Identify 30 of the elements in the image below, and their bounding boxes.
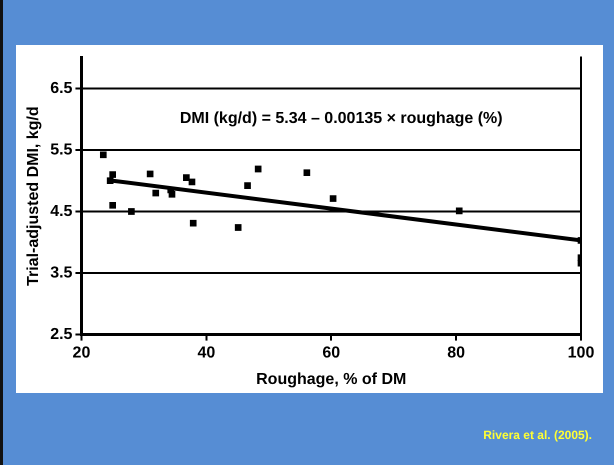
- x-tick-label: 40: [197, 344, 216, 362]
- point: [190, 220, 197, 227]
- y-axis-title: Trial-adjusted DMI, kg/d: [25, 106, 42, 286]
- annotation: DMI (kg/d) = 5.34 – 0.00135 × roughage (%): [180, 110, 503, 127]
- point: [128, 208, 135, 215]
- y-tick-label: 5.5: [50, 141, 73, 158]
- point: [234, 224, 242, 231]
- x-tick-label: 60: [322, 344, 340, 362]
- x-tick-label: 100: [568, 344, 594, 362]
- y-tick-label: 3.5: [50, 264, 73, 282]
- point: [100, 152, 107, 158]
- point: [244, 182, 251, 189]
- point: [183, 174, 190, 181]
- point: [152, 190, 160, 196]
- point: [330, 195, 336, 202]
- x-axis-title: Roughage, % of DM: [256, 370, 406, 388]
- point: [456, 208, 463, 214]
- point: [106, 177, 114, 184]
- y-tick-label: 2.5: [50, 326, 73, 344]
- y-tick-label: 6.5: [50, 80, 73, 97]
- point: [146, 170, 154, 178]
- point: [304, 169, 310, 176]
- y-tick-label: 4.5: [50, 202, 73, 220]
- point: [109, 171, 116, 178]
- text: Rivera et al. (2005).: [483, 428, 592, 442]
- point: [109, 202, 116, 209]
- point: [188, 178, 196, 186]
- point: [254, 166, 262, 172]
- x-tick-label: 80: [447, 344, 466, 362]
- x-tick-label: 20: [72, 344, 90, 362]
